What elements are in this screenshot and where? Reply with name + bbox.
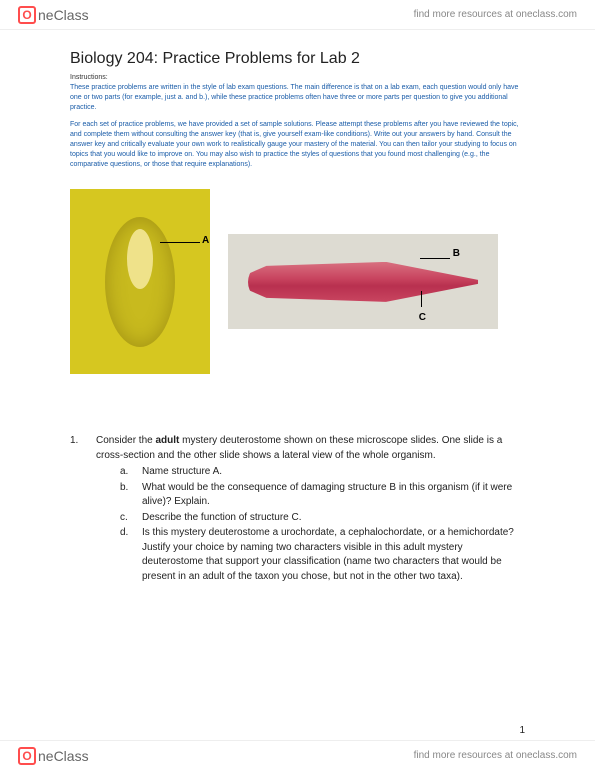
question-number: 1. [70,434,84,463]
specimen-lateral [248,262,478,302]
stem-bold: adult [155,435,179,446]
sub-text: Name structure A. [142,465,222,480]
label-c: C [419,312,426,323]
resources-link-bottom[interactable]: find more resources at oneclass.com [414,750,577,761]
sub-letter: a. [120,465,132,480]
sub-question-b: b. What would be the consequence of dama… [120,481,525,510]
page-title: Biology 204: Practice Problems for Lab 2 [70,50,525,68]
sub-question-list: a. Name structure A. b. What would be th… [70,465,525,584]
instructions-label: Instructions: [70,74,525,81]
logo-text: neClass [38,748,89,764]
slide-lateral-view: B C [228,234,498,329]
question-stem-text: Consider the adult mystery deuterostome … [96,434,525,463]
slide-cross-section: A [70,189,210,374]
sub-question-c: c. Describe the function of structure C. [120,511,525,526]
instructions-para-2: For each set of practice problems, we ha… [70,120,525,169]
label-c-leader [421,291,422,307]
sub-question-d: d. Is this mystery deuterostome a urocho… [120,526,525,584]
sub-letter: d. [120,526,132,584]
label-a: A [202,235,209,246]
sub-letter: c. [120,511,132,526]
brand-logo[interactable]: O neClass [18,6,89,24]
header-bar: O neClass find more resources at oneclas… [0,0,595,30]
sub-letter: b. [120,481,132,510]
sub-text: Describe the function of structure C. [142,511,302,526]
sub-text: Is this mystery deuterostome a urochorda… [142,526,525,584]
logo-icon: O [18,6,36,24]
question-1: 1. Consider the adult mystery deuterosto… [70,434,525,584]
footer-bar: O neClass find more resources at oneclas… [0,740,595,770]
instructions-para-1: These practice problems are written in t… [70,83,525,112]
sub-question-a: a. Name structure A. [120,465,525,480]
stem-pre: Consider the [96,435,155,446]
logo-text: neClass [38,7,89,23]
label-a-leader [160,242,200,243]
figure-row: A B C [70,189,525,374]
page-number: 1 [519,725,525,736]
document-page: Biology 204: Practice Problems for Lab 2… [0,30,595,740]
logo-icon: O [18,747,36,765]
label-b-leader [420,258,450,259]
sub-text: What would be the consequence of damagin… [142,481,525,510]
brand-logo-footer[interactable]: O neClass [18,747,89,765]
resources-link-top[interactable]: find more resources at oneclass.com [414,9,577,20]
label-b: B [453,248,460,259]
specimen-cross-section [105,217,175,347]
question-stem: 1. Consider the adult mystery deuterosto… [70,434,525,463]
